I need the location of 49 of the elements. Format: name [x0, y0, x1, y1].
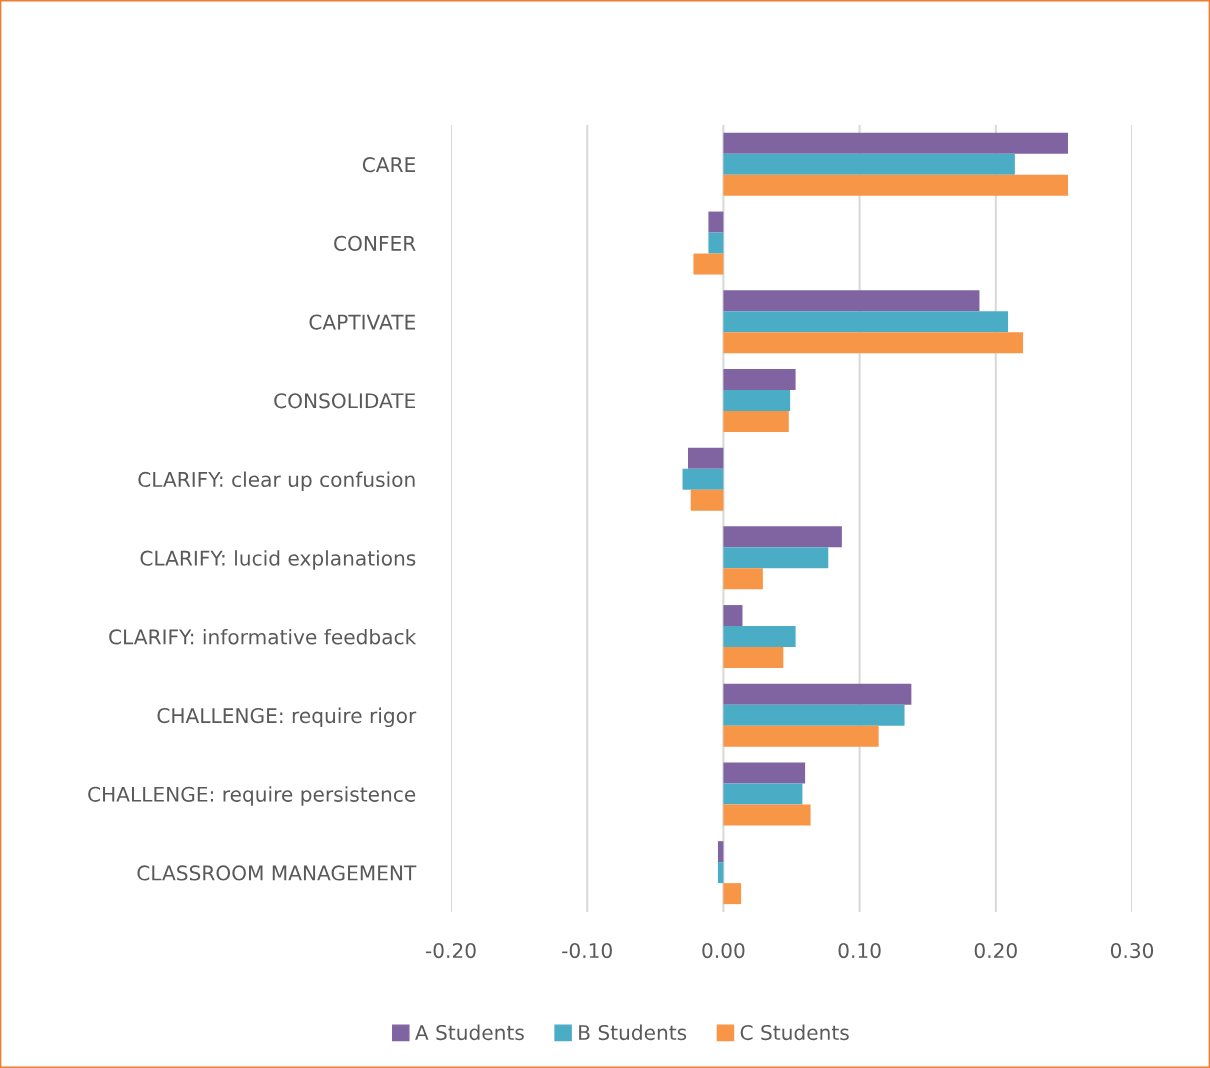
bar [723, 311, 1009, 333]
bar [723, 568, 763, 590]
bar [723, 389, 791, 411]
bar [723, 174, 1068, 196]
bar [723, 683, 912, 705]
y-tick-label: CLARIFY: clear up confusion [138, 471, 415, 491]
bar [723, 290, 980, 312]
bar [723, 804, 811, 826]
y-tick-label: CLARIFY: informative feedback [109, 628, 417, 645]
bar [723, 410, 789, 432]
bar [693, 253, 724, 275]
x-tick-label: -0.20 [425, 942, 476, 959]
y-tick-label: CONFER [334, 235, 416, 251]
bar [723, 605, 743, 627]
bar [708, 232, 724, 254]
y-tick-label: CONSOLIDATE [274, 393, 415, 409]
y-tick-label: CARE [362, 157, 415, 173]
legend-label: A Students [415, 1024, 524, 1041]
bar [723, 883, 742, 905]
bar [723, 368, 796, 390]
bar [723, 332, 1024, 354]
bar [723, 153, 1015, 175]
legend-label: C Students [740, 1024, 849, 1041]
bar [723, 725, 879, 747]
x-tick-label: 0.20 [974, 942, 1017, 959]
bar [717, 862, 724, 884]
bar [723, 762, 806, 784]
bar [723, 647, 784, 669]
y-tick-label: CHALLENGE: require persistence [88, 786, 416, 806]
bar [723, 783, 803, 805]
x-tick-label: 0.00 [702, 942, 745, 959]
bar [708, 211, 724, 233]
legend-label: B Students [579, 1024, 687, 1041]
x-tick-label: -0.10 [562, 942, 612, 959]
bar [723, 132, 1068, 154]
y-tick-label: CHALLENGE: require rigor [157, 707, 417, 728]
x-tick-label: 0.30 [1110, 942, 1154, 959]
x-tick-label: 0.10 [838, 942, 881, 959]
bar [723, 526, 842, 548]
bar [717, 841, 724, 863]
bar [723, 704, 905, 726]
bar [723, 547, 829, 569]
y-tick-label: CLARIFY: lucid explanations [140, 550, 416, 570]
bar [687, 447, 724, 469]
bar [723, 626, 796, 648]
bar [682, 468, 724, 490]
y-tick-label: CLASSROOM MANAGEMENT [137, 865, 417, 881]
y-tick-label: CAPTIVATE [309, 314, 415, 330]
bar [690, 489, 724, 511]
